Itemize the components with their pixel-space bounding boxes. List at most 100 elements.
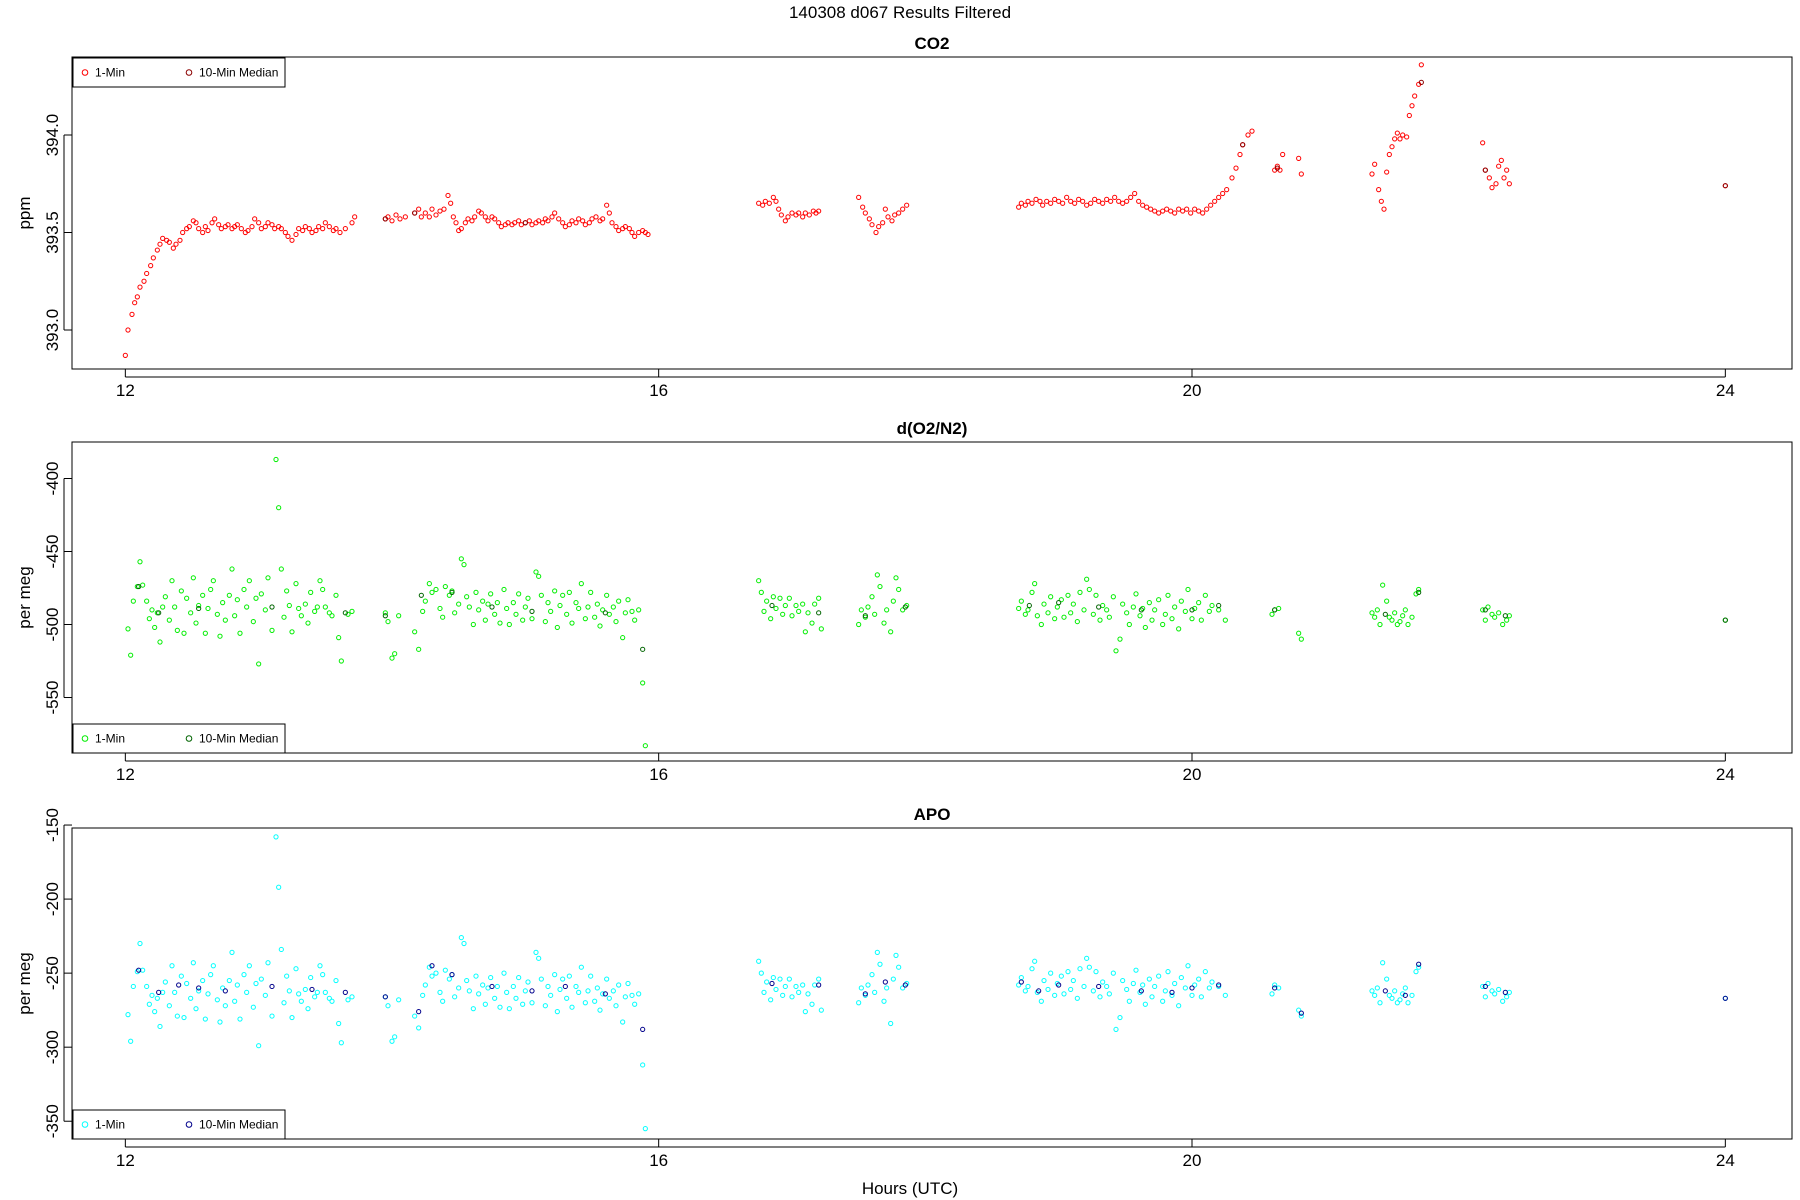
plot-frame	[71, 56, 1793, 370]
data-point	[156, 989, 162, 995]
data-point	[269, 1013, 275, 1019]
data-point	[184, 980, 190, 987]
data-point	[1482, 994, 1488, 1000]
data-point	[470, 621, 476, 628]
data-point	[1104, 607, 1110, 613]
data-point	[382, 994, 388, 1000]
data-point	[246, 963, 252, 969]
data-point	[1376, 187, 1382, 193]
data-point	[422, 982, 428, 988]
data-point	[578, 581, 584, 587]
data-point	[1152, 607, 1158, 613]
data-point	[1222, 992, 1228, 998]
data-point	[625, 597, 631, 603]
data-point	[773, 986, 779, 993]
data-point	[382, 613, 388, 619]
data-point	[302, 986, 308, 993]
data-point	[349, 608, 355, 614]
data-point	[190, 960, 196, 966]
data-point	[1492, 614, 1498, 620]
data-point	[1272, 985, 1278, 991]
y-axis-title: per meg	[15, 566, 34, 628]
data-point	[536, 955, 542, 961]
data-point	[902, 982, 908, 988]
data-point	[902, 604, 908, 610]
data-point	[536, 218, 542, 224]
data-point	[320, 586, 326, 593]
data-point	[289, 629, 295, 635]
data-point	[141, 278, 147, 284]
data-point	[604, 592, 610, 598]
data-point	[818, 1007, 824, 1013]
data-point	[1029, 589, 1035, 595]
data-point	[302, 224, 308, 230]
data-point	[1068, 986, 1074, 993]
data-point	[205, 605, 211, 612]
data-point	[1038, 621, 1044, 628]
data-point	[276, 505, 282, 511]
data-point	[210, 578, 216, 584]
data-point	[1081, 607, 1087, 613]
legend-label: 1-Min	[95, 66, 125, 80]
data-point	[234, 982, 240, 988]
data-point	[1100, 979, 1106, 985]
data-point	[789, 613, 795, 619]
legend: 1-Min 10-Min Median	[72, 1109, 286, 1140]
data-point	[1369, 610, 1375, 616]
data-point	[1482, 983, 1488, 990]
data-point	[252, 216, 258, 222]
data-point	[212, 216, 218, 222]
data-point	[1245, 132, 1251, 138]
data-point	[1184, 206, 1190, 212]
data-point	[1016, 982, 1022, 988]
data-point	[796, 608, 802, 614]
data-point	[1298, 636, 1304, 642]
data-point	[226, 592, 232, 598]
data-point	[1065, 969, 1071, 975]
data-point	[636, 991, 642, 997]
data-point	[465, 216, 471, 222]
data-point	[392, 651, 398, 657]
data-point	[1093, 969, 1099, 975]
data-point	[770, 974, 776, 981]
data-point	[1052, 992, 1058, 998]
data-point	[1077, 589, 1083, 595]
data-point	[573, 600, 579, 606]
data-point	[1086, 586, 1092, 593]
data-point	[456, 601, 462, 607]
legend-marker	[185, 1121, 193, 1128]
data-point	[1389, 617, 1395, 623]
data-point	[345, 997, 351, 1003]
data-point	[1096, 604, 1102, 610]
data-point	[208, 586, 214, 593]
data-point	[449, 589, 455, 595]
data-point	[273, 456, 279, 463]
data-point	[480, 598, 486, 604]
data-point	[1052, 196, 1058, 202]
data-point	[1104, 196, 1110, 202]
data-point	[522, 220, 528, 226]
data-point	[597, 623, 603, 629]
data-point	[632, 233, 638, 239]
data-point	[262, 224, 268, 230]
data-point	[1081, 983, 1087, 990]
data-point	[188, 610, 194, 616]
data-point	[1084, 576, 1090, 582]
data-point	[208, 972, 214, 978]
data-point	[640, 1062, 646, 1068]
data-point	[1402, 607, 1408, 613]
data-point	[326, 224, 332, 230]
data-point	[497, 620, 503, 626]
data-point	[489, 983, 495, 990]
data-point	[442, 967, 448, 973]
data-point	[1196, 208, 1202, 214]
data-point	[1146, 976, 1152, 982]
chart-panel-0: CO2 ppm 12 16 20 24 393.0 393.5 394.0 1-Min 10-Min…	[15, 34, 1793, 400]
data-point	[862, 210, 868, 216]
data-point	[888, 1020, 894, 1027]
data-point	[1029, 966, 1035, 972]
data-point	[416, 1009, 422, 1015]
data-point	[776, 206, 782, 212]
data-point	[512, 220, 518, 226]
data-point	[422, 210, 428, 216]
